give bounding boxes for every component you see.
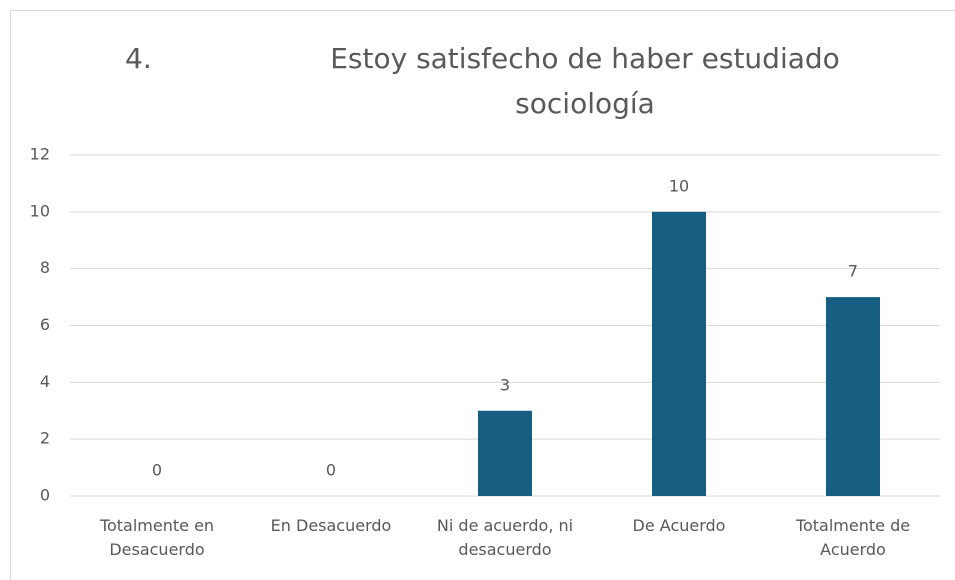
chart-title: Estoy satisfecho de haber estudiado soci… — [330, 42, 840, 120]
y-tick-label: 2 — [40, 429, 50, 448]
data-label: 3 — [500, 375, 510, 394]
y-tick-label: 6 — [40, 315, 50, 334]
y-tick-label: 0 — [40, 486, 50, 505]
y-tick-label: 10 — [30, 201, 50, 220]
chart-border — [10, 10, 955, 580]
x-tick-label: Totalmente de Acuerdo — [795, 516, 911, 559]
x-tick-label: Totalmente en Desacuerdo — [99, 516, 215, 559]
data-label: 0 — [152, 461, 162, 480]
x-tick-label: Ni de acuerdo, ni desacuerdo — [436, 516, 574, 559]
y-tick-label: 12 — [30, 145, 50, 164]
y-tick-label: 8 — [40, 258, 50, 277]
data-label: 10 — [669, 176, 689, 195]
data-label: 7 — [848, 262, 858, 281]
bar — [652, 211, 706, 497]
data-label: 0 — [326, 461, 336, 480]
x-tick-label: De Acuerdo — [632, 516, 726, 535]
y-tick-label: 4 — [40, 372, 50, 391]
x-tick-label: En Desacuerdo — [270, 516, 392, 535]
bar — [826, 297, 880, 496]
title-number: 4. — [125, 42, 152, 75]
bar — [478, 410, 532, 496]
